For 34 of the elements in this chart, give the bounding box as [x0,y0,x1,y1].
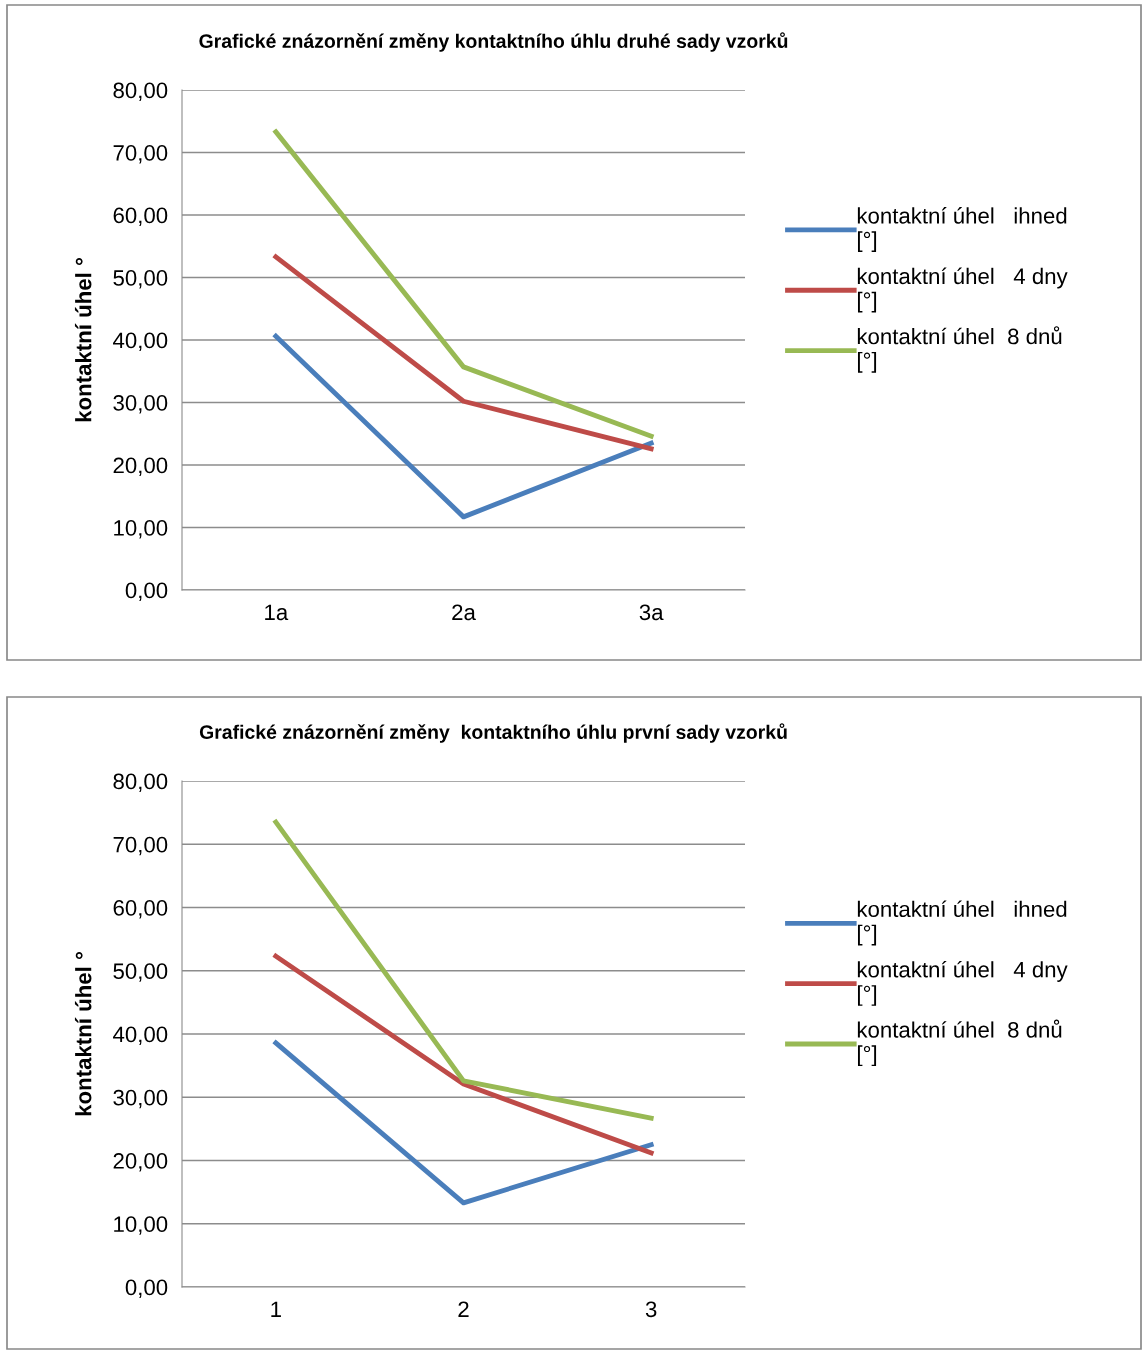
y-tick-label: 70,00 [113,836,168,856]
x-tick-label: 2 [458,1301,469,1317]
y-tick-label: 10,00 [114,520,168,539]
y-tick-label: 50,00 [113,963,168,982]
legend-label: kontaktní úhel ihned [°] [857,207,1067,252]
y-tick-label: 50,00 [113,270,168,289]
y-tick-label: 60,00 [113,207,168,226]
y-tick-label: 60,00 [113,900,168,919]
x-tick-label: 1a [265,604,289,621]
x-tick-label: 1 [271,1301,281,1317]
legend-label: kontaktní úhel 4 dny [°] [857,267,1068,313]
y-tick-label: 20,00 [113,1153,168,1172]
y-tick-label: 0,00 [125,582,168,601]
y-tick-label: 30,00 [113,1089,168,1109]
legend-label: kontaktní úhel ihned [°] [857,900,1067,946]
y-axis-title: kontaktní úhel ° [74,952,92,1116]
legend-label: kontaktní úhel 4 dny [°] [857,960,1068,1006]
x-tick-label: 3 [645,1301,657,1318]
y-tick-label: 80,00 [113,773,168,792]
y-tick-label: 40,00 [113,1026,168,1045]
y-tick-label: 30,00 [113,395,168,414]
x-tick-label: 3a [639,604,664,621]
y-tick-label: 20,00 [113,457,168,476]
chart-title: Grafické znázornění změny kontaktního úhlu druhé sady vzorků [199,32,788,52]
legend-label: kontaktní úhel 8 dnů [°] [857,1019,1062,1067]
y-tick-label: 10,00 [114,1216,168,1235]
x-tick-label: 2a [452,604,476,621]
legend-label: kontaktní úhel 8 dnů [°] [857,326,1062,373]
y-tick-label: 0,00 [125,1279,168,1298]
y-tick-label: 80,00 [113,82,168,101]
chart-title: Grafické znázornění změny kontaktního úhlu první sady vzorků [199,723,787,743]
y-axis-title: kontaktní úhel ° [74,258,92,422]
y-tick-label: 70,00 [113,145,168,164]
y-tick-label: 40,00 [113,332,168,351]
